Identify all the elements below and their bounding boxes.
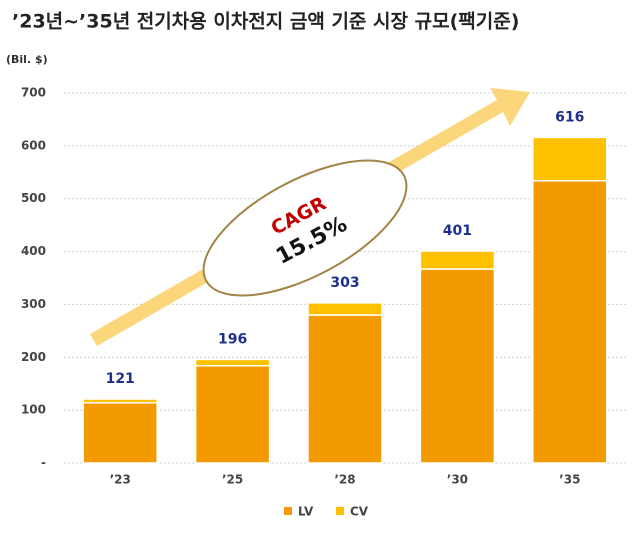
total-label: 303 — [330, 275, 359, 291]
x-tick-label: ’35 — [559, 473, 580, 487]
total-label: 196 — [218, 331, 247, 347]
x-tick-label: ’25 — [222, 473, 243, 487]
y-tick-label: 600 — [21, 138, 46, 152]
total-label: 401 — [443, 223, 472, 239]
bar-segment — [194, 358, 271, 367]
bar-segment — [82, 398, 158, 404]
bar-segment — [307, 302, 383, 316]
bar-segment — [419, 268, 496, 464]
x-tick-label: ’23 — [110, 473, 131, 487]
x-tick-label: ’30 — [447, 473, 468, 487]
total-label: 616 — [555, 109, 584, 125]
bar-segment — [307, 314, 383, 464]
bars: 121 ’23 196 ’25 303 ’28 401 ’30 616 ’35 — [82, 109, 608, 487]
total-label: 121 — [106, 371, 135, 387]
legend: LV CV — [284, 505, 369, 519]
legend-label: CV — [350, 505, 369, 519]
y-tick-label: 300 — [21, 297, 46, 311]
y-tick-label: 400 — [21, 244, 46, 258]
bar-segment — [532, 179, 608, 464]
legend-swatch — [336, 507, 344, 515]
y-tick-label: 500 — [21, 191, 46, 205]
y-tick-label: - — [41, 456, 46, 470]
cagr-bubble: CAGR 15.5% — [202, 159, 408, 297]
legend-swatch — [284, 507, 292, 515]
legend-label: LV — [298, 505, 314, 519]
bar-segment — [194, 364, 271, 464]
y-axis-label: (Bil. $) — [6, 53, 48, 66]
y-tick-label: 100 — [21, 403, 46, 417]
cagr-ellipse — [202, 159, 408, 297]
bar-segment — [532, 136, 608, 182]
bar-segment — [82, 401, 158, 464]
bar-segment — [419, 250, 496, 270]
y-tick-label: 200 — [21, 350, 46, 364]
chart-title: ’23년~’35년 전기차용 이차전지 금액 기준 시장 규모(팩기준) — [12, 11, 519, 33]
y-tick-label: 700 — [21, 86, 46, 100]
x-tick-label: ’28 — [334, 473, 355, 487]
